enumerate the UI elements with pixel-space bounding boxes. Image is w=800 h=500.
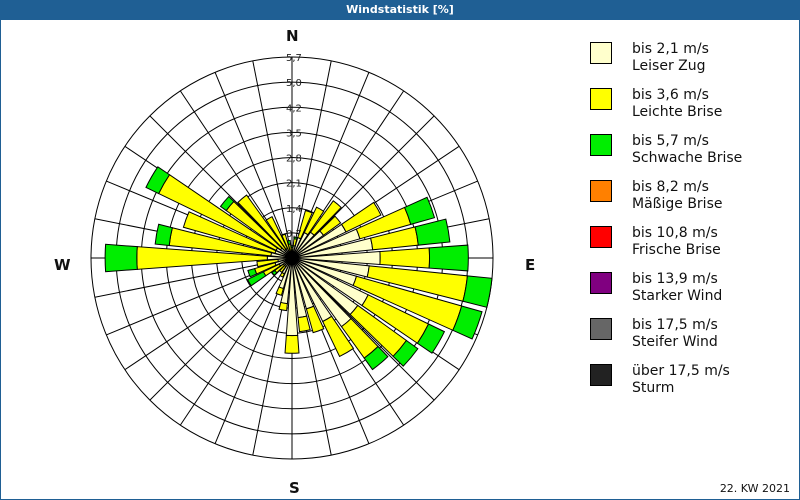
rose-sector	[379, 247, 431, 269]
rose-sector	[246, 271, 267, 287]
legend-label: Steifer Wind	[632, 334, 718, 350]
rose-sector	[363, 345, 389, 371]
legend-label: Leiser Zug	[632, 58, 706, 74]
ring-label: 4,2	[286, 103, 302, 114]
ring-label: 0,7	[286, 229, 302, 240]
rose-sector	[309, 200, 342, 236]
legend-swatch	[590, 88, 612, 110]
legend-label: Leichte Brise	[632, 104, 723, 120]
rose-sector	[322, 315, 355, 358]
rose-sector	[303, 206, 325, 236]
rose-sector	[271, 269, 278, 276]
rose-sector	[297, 315, 311, 333]
legend-label: Frische Brise	[632, 242, 721, 258]
ring-label: 2,8	[286, 154, 302, 165]
rose-sector	[256, 258, 279, 268]
rose-sector	[416, 323, 446, 354]
rose-sector	[293, 236, 298, 240]
legend-label: Sturm	[632, 380, 675, 396]
rose-sector	[145, 166, 171, 195]
legend-range: bis 5,7 m/s	[632, 133, 709, 149]
legend-range: bis 13,9 m/s	[632, 271, 718, 287]
legend-range: über 17,5 m/s	[632, 363, 730, 379]
rose-sector	[319, 215, 342, 237]
legend-label: Mäßige Brise	[632, 196, 723, 212]
legend-swatch	[590, 180, 612, 202]
rose-sector	[219, 195, 235, 212]
rose-sector	[305, 305, 325, 334]
legend-range: bis 10,8 m/s	[632, 225, 718, 241]
compass-north-label: N	[286, 27, 299, 45]
legend-swatch	[590, 134, 612, 156]
rose-sector	[104, 243, 138, 273]
compass-west-label: W	[54, 256, 71, 274]
compass-south-label: S	[289, 479, 300, 497]
legend-label: Starker Wind	[632, 288, 723, 304]
rose-sector	[414, 218, 451, 246]
rose-sector	[284, 334, 300, 354]
compass-east-label: E	[525, 256, 536, 274]
rose-sector	[287, 239, 292, 245]
ring-label: 2,1	[286, 179, 302, 190]
rose-sector	[392, 339, 419, 367]
legend-swatch	[590, 318, 612, 340]
legend-swatch	[590, 364, 612, 386]
legend-range: bis 3,6 m/s	[632, 87, 709, 103]
ring-label: 5,7	[286, 53, 302, 64]
rose-sector	[237, 194, 287, 252]
legend-swatch	[590, 42, 612, 64]
rose-sector	[462, 275, 493, 308]
period-label: 22. KW 2021	[719, 482, 790, 495]
legend-label: Schwache Brise	[632, 150, 743, 166]
legend-swatch	[590, 272, 612, 294]
rose-sector	[452, 305, 483, 340]
rose-sector	[275, 286, 284, 296]
rose-sector	[265, 216, 289, 250]
rose-sector	[340, 201, 382, 233]
ring-label: 3,5	[286, 128, 302, 139]
window-title: Windstatistik [%]	[0, 0, 800, 20]
rose-sector	[403, 196, 436, 226]
rose-sector	[279, 271, 285, 278]
legend-swatch	[590, 226, 612, 248]
ring-label: 5,0	[286, 78, 302, 89]
legend-range: bis 17,5 m/s	[632, 317, 718, 333]
rose-sector	[247, 267, 258, 278]
legend-range: bis 8,2 m/s	[632, 179, 709, 195]
rose-sector	[428, 244, 469, 272]
legend-range: bis 2,1 m/s	[632, 41, 709, 57]
wind-rose-chart: 0,7 1,4 2,1 2,8 3,5 4,2 5,0 5,7	[90, 53, 494, 460]
rose-sector	[154, 223, 173, 247]
ring-label: 1,4	[286, 204, 302, 215]
rose-sector	[281, 233, 291, 253]
rose-sector	[278, 301, 288, 312]
rose-sector	[297, 209, 313, 240]
rose-sector	[182, 211, 277, 254]
